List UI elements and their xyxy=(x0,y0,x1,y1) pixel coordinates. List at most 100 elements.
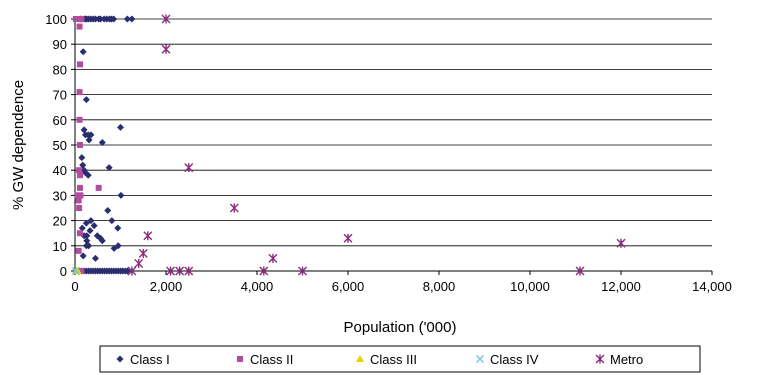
data-point-metro xyxy=(343,233,353,243)
data-point-metro xyxy=(166,266,176,276)
data-point-class-ii xyxy=(77,172,84,179)
data-point-class-i xyxy=(78,154,86,162)
legend-marker-class-iv xyxy=(476,355,484,363)
x-tick-label: 4,000 xyxy=(241,279,274,294)
data-point-metro xyxy=(161,44,171,54)
x-tick-label: 2,000 xyxy=(150,279,183,294)
legend-label-class-i: Class I xyxy=(130,352,170,367)
data-point-class-ii xyxy=(77,61,84,68)
data-point-class-i xyxy=(117,191,125,199)
y-tick-label: 10 xyxy=(53,239,67,254)
data-point-class-ii xyxy=(77,142,84,148)
data-point-metro xyxy=(143,231,153,241)
data-point-metro xyxy=(138,248,148,258)
data-point-class-ii xyxy=(78,268,85,274)
data-point-class-ii xyxy=(77,230,84,237)
legend-label-class-ii: Class II xyxy=(250,352,293,367)
data-point-metro xyxy=(127,266,137,276)
data-point-class-i xyxy=(123,15,131,23)
data-point-class-i xyxy=(104,207,112,215)
y-axis-ticks: 0 10 20 30 40 50 60 70 80 90 100 xyxy=(45,12,75,279)
y-axis-title: % GW dependence xyxy=(10,80,27,210)
data-point-class-ii xyxy=(76,205,83,211)
y-tick-label: 80 xyxy=(53,62,67,77)
legend-marker-class-i xyxy=(116,355,124,363)
data-point-class-ii xyxy=(78,16,85,22)
x-tick-label: 12,000 xyxy=(601,279,641,294)
data-point-class-i xyxy=(78,224,86,232)
data-point-class-i xyxy=(82,219,90,227)
data-point-class-i xyxy=(83,232,91,240)
data-point-class-i xyxy=(117,123,124,131)
data-point-class-ii xyxy=(76,89,83,96)
data-point-metro xyxy=(184,266,194,276)
data-point-class-i xyxy=(98,138,106,146)
data-point-class-ii xyxy=(76,23,83,30)
gridlines xyxy=(75,18,712,247)
legend-marker-metro xyxy=(595,354,605,364)
data-point-class-i xyxy=(85,136,93,144)
data-point-class-i xyxy=(79,48,87,56)
data-point-class-i xyxy=(105,164,113,172)
data-point-class-i xyxy=(86,227,94,235)
data-point-class-ii xyxy=(77,184,84,191)
legend-marker-class-ii xyxy=(237,356,243,362)
data-point-metro xyxy=(161,14,171,24)
x-tick-label: 0 xyxy=(71,279,78,294)
series-class-i xyxy=(76,15,136,275)
data-point-class-i xyxy=(98,237,106,245)
y-tick-label: 70 xyxy=(53,88,67,103)
series-metro xyxy=(127,14,626,276)
data-point-metro xyxy=(259,266,269,276)
data-point-class-i xyxy=(90,222,98,230)
y-tick-label: 40 xyxy=(53,163,67,178)
y-tick-label: 0 xyxy=(60,264,67,279)
data-point-class-i xyxy=(84,171,92,179)
data-point-class-i xyxy=(96,15,104,23)
y-tick-label: 60 xyxy=(53,113,67,128)
data-point-class-i xyxy=(87,217,95,225)
y-tick-label: 20 xyxy=(53,214,67,229)
data-point-class-i xyxy=(80,126,88,134)
x-axis-title: Population ('000) xyxy=(344,319,457,336)
data-point-class-iv xyxy=(71,267,80,275)
data-point-class-i xyxy=(123,267,131,275)
data-point-class-ii xyxy=(76,167,83,174)
x-tick-label: 8,000 xyxy=(423,279,456,294)
data-point-class-ii xyxy=(77,192,84,199)
x-axis-ticks: 0 2,000 4,000 6,000 8,000 10,000 12,000 14,000 xyxy=(71,271,732,294)
data-points xyxy=(71,14,626,276)
data-point-class-i xyxy=(110,15,118,23)
data-point-metro xyxy=(134,258,144,268)
y-tick-label: 50 xyxy=(53,138,67,153)
x-tick-label: 10,000 xyxy=(510,279,550,294)
data-point-class-i xyxy=(128,15,136,23)
data-point-class-i xyxy=(108,217,116,225)
data-point-class-ii xyxy=(75,247,82,254)
data-point-class-ii xyxy=(76,116,83,123)
y-tick-label: 30 xyxy=(53,188,67,203)
data-point-class-ii xyxy=(75,197,82,204)
data-point-metro xyxy=(268,253,278,263)
data-point-class-i xyxy=(79,161,87,169)
data-point-class-i xyxy=(114,242,122,250)
data-point-class-i xyxy=(91,254,99,262)
data-point-class-i xyxy=(79,252,87,260)
data-point-metro xyxy=(575,266,585,276)
data-point-metro xyxy=(229,203,239,213)
x-tick-label: 14,000 xyxy=(692,279,732,294)
data-point-metro xyxy=(616,238,626,248)
data-point-class-ii xyxy=(95,184,102,191)
legend-label-class-iii: Class III xyxy=(370,352,417,367)
legend-label-class-iv: Class IV xyxy=(490,352,539,367)
data-point-class-i xyxy=(85,242,93,250)
data-point-class-i xyxy=(82,96,90,104)
data-point-metro xyxy=(298,266,307,276)
legend-label-metro: Metro xyxy=(610,352,643,367)
series-class-iv xyxy=(71,267,80,275)
legend-marker-class-iii xyxy=(356,355,364,362)
y-tick-label: 100 xyxy=(45,12,67,27)
legend: Class I Class II Class III Class IV Metro xyxy=(99,345,701,373)
